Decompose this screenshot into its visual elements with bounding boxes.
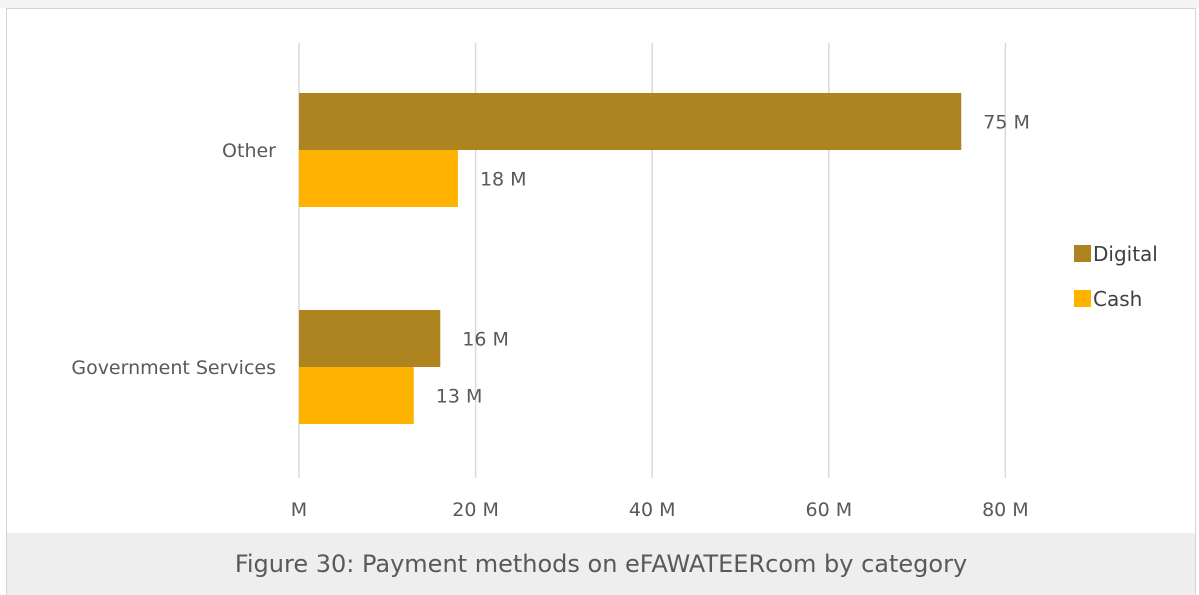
- bar-cash-0: [299, 150, 458, 207]
- x-tick-label: 40 M: [629, 499, 676, 521]
- bar-digital-1: [299, 310, 441, 367]
- category-labels: Other Government Services: [71, 140, 276, 379]
- legend-swatch-digital: [1074, 245, 1091, 262]
- data-label: 13 M: [436, 386, 483, 408]
- category-label: Other: [222, 140, 276, 162]
- bar-digital-0: [299, 93, 962, 150]
- data-label: 18 M: [480, 169, 527, 191]
- x-tick-label: 80 M: [982, 499, 1029, 521]
- bar-chart: Other Government Services M 20 M 40 M 60 M 80…: [71, 43, 1158, 521]
- data-labels: 75 M 16 M 18 M 13 M: [436, 112, 1030, 408]
- figure-caption: Figure 30: Payment methods on eFAWATEERc…: [6, 533, 1196, 595]
- legend-swatch-cash: [1074, 290, 1091, 307]
- data-label: 75 M: [983, 112, 1030, 134]
- bar-cash-1: [299, 367, 414, 424]
- bars: [299, 93, 962, 424]
- legend-label-digital: Digital: [1093, 242, 1158, 266]
- x-tick-label: 60 M: [805, 499, 852, 521]
- legend-label-cash: Cash: [1093, 287, 1142, 311]
- x-axis-tick-labels: M 20 M 40 M 60 M 80 M: [291, 499, 1029, 521]
- data-label: 16 M: [462, 329, 509, 351]
- category-label: Government Services: [71, 357, 276, 379]
- top-strip: [0, 0, 1199, 8]
- x-tick-label: 20 M: [452, 499, 499, 521]
- legend: Digital Cash: [1074, 242, 1158, 311]
- x-tick-label: M: [291, 499, 307, 521]
